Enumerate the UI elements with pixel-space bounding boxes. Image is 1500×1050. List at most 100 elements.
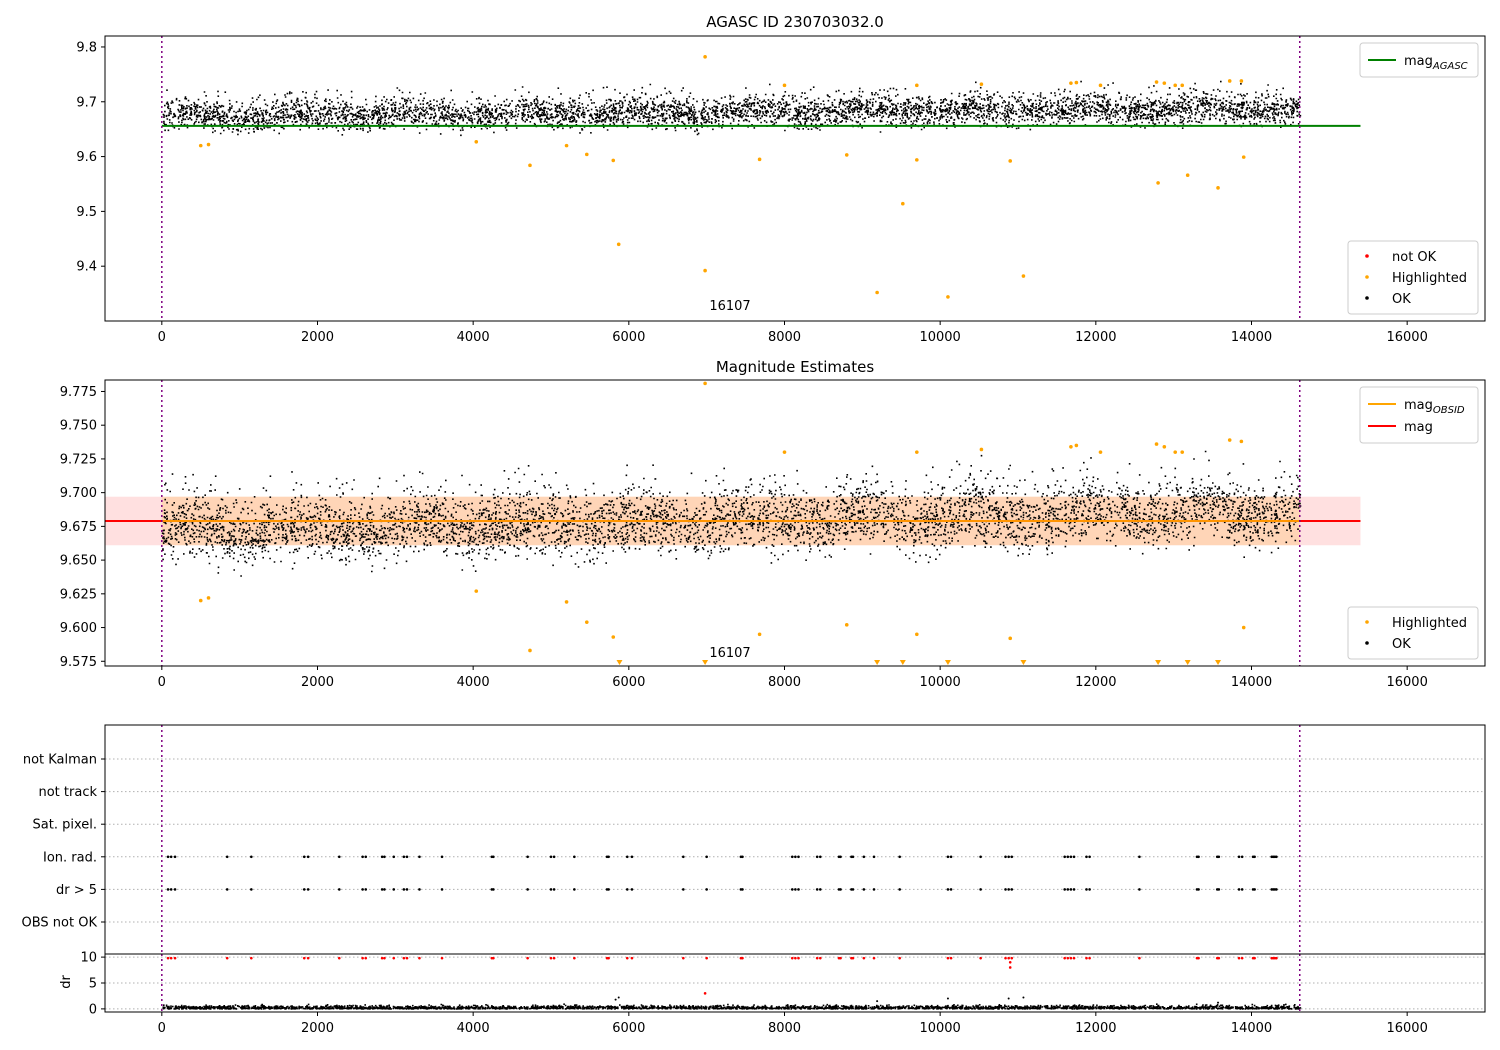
flag-point: [818, 888, 822, 891]
dr-not-ok-point: [1275, 956, 1278, 960]
dr-not-ok-point: [625, 956, 629, 960]
agasc-highlighted-point: [1074, 80, 1079, 85]
dr-x-tick-label: 8000: [768, 1021, 801, 1036]
magnitude-y-tick-label: 9.625: [60, 587, 97, 602]
magnitude-highlighted-point: [611, 635, 616, 639]
agasc-highlighted-point: [616, 242, 621, 247]
dr-not-ok-point: [1072, 956, 1076, 960]
magnitude-legend-line-label: mag: [1404, 420, 1433, 435]
agasc-legend-marker-swatch: [1365, 275, 1369, 279]
magnitude-highlighted-point: [979, 447, 984, 452]
flag-point: [630, 855, 634, 859]
magnitude-highlighted-point: [1074, 443, 1079, 448]
flag-point: [549, 855, 553, 859]
flag-label: not Kalman: [23, 753, 97, 768]
dr-not-ok-point: [361, 956, 364, 960]
agasc-legend-box: [1347, 240, 1479, 315]
dr-not-ok-point: [872, 956, 876, 960]
magnitude-below-range-marker: [1155, 660, 1162, 665]
dr-y-tick-label: 5: [89, 977, 97, 992]
dr-x-tick-label: 2000: [301, 1021, 334, 1036]
agasc-highlighted-point: [901, 201, 905, 206]
agasc-highlighted-point: [1008, 159, 1013, 163]
agasc-plot-area: 16107: [161, 36, 1361, 321]
flag-point: [872, 855, 876, 859]
magnitude-highlighted-point: [1239, 439, 1244, 444]
agasc-marker-legend: not OK Highlighted OK: [1347, 240, 1479, 315]
flag-label: OBS not OK: [22, 916, 98, 931]
dr-not-ok-point: [1066, 956, 1070, 960]
flag-point: [1275, 888, 1278, 891]
magnitude-x-tick-label: 14000: [1231, 675, 1272, 690]
flag-point: [405, 888, 409, 891]
dr-not-ok-point: [979, 956, 982, 960]
agasc-x-tick-label: 6000: [612, 330, 645, 345]
agasc-y-tick-label: 9.4: [76, 260, 97, 275]
agasc-highlighted-point: [206, 142, 211, 147]
dr-not-ok-point: [851, 956, 855, 960]
dr-not-ok-point: [1008, 966, 1012, 969]
flag-point: [250, 855, 253, 859]
flag-point: [361, 855, 364, 859]
dr-not-ok-point: [166, 956, 170, 960]
agasc-highlighted-point: [611, 158, 616, 163]
magnitude-legend-marker-swatch: [1365, 641, 1369, 645]
dr-not-ok-point: [818, 956, 822, 960]
agasc-x-tick-label: 0: [158, 330, 166, 345]
dr-ok-outlier: [946, 997, 949, 1000]
agasc-highlighted-point: [1180, 83, 1185, 88]
agasc-x-tick-label: 14000: [1231, 330, 1272, 345]
flag-point: [705, 888, 708, 891]
flags-panel: OBS not OK dr > 5 Ion. rad. Sat. pixel. not …: [22, 724, 1486, 955]
flag-point: [250, 888, 253, 891]
agasc-y-tick-label: 9.6: [76, 150, 97, 165]
agasc-panel: AGASC ID 230703032.0 16107 0 2000 4000 6000…: [76, 13, 1486, 345]
flag-point: [364, 855, 368, 859]
magnitude-highlighted-point: [1154, 442, 1159, 446]
agasc-highlighted-point: [528, 163, 532, 168]
flag-point: [1004, 888, 1007, 891]
magnitude-ok-points: [161, 450, 1302, 577]
dr-not-ok-point: [1063, 956, 1066, 960]
flag-point: [302, 855, 306, 859]
dr-y-tick-label: 10: [80, 951, 97, 966]
flag-point: [418, 888, 421, 891]
dr-axis-label: dr: [59, 975, 74, 989]
dr-not-ok-point: [418, 956, 421, 960]
dr-not-ok-point: [741, 956, 744, 960]
agasc-highlighted-point: [1241, 155, 1246, 159]
flag-point: [705, 855, 708, 859]
magnitude-y-tick-label: 9.700: [60, 486, 97, 501]
magnitude-highlighted-point: [844, 623, 849, 627]
dr-not-ok-point: [794, 956, 797, 960]
flag-point: [573, 888, 576, 891]
dr-not-ok-point: [392, 956, 396, 960]
flag-point: [418, 855, 421, 859]
agasc-highlighted-point: [946, 295, 950, 299]
dr-x-tick-label: 14000: [1231, 1021, 1272, 1036]
dr-not-ok-point: [1240, 956, 1244, 960]
flag-point: [1253, 855, 1256, 859]
agasc-highlighted-point: [703, 268, 707, 273]
agasc-highlighted-point: [782, 83, 787, 88]
dr-x-tick-label: 16000: [1386, 1021, 1427, 1036]
flag-point: [1217, 888, 1221, 891]
magnitude-observation-label: 16107: [709, 646, 750, 661]
dr-not-ok-point: [630, 956, 634, 960]
flag-point: [625, 888, 629, 891]
magnitude-x-tick-label: 2000: [301, 675, 334, 690]
flag-point: [380, 888, 384, 891]
flag-point: [1010, 855, 1014, 859]
dr-not-ok-point: [682, 956, 685, 960]
agasc-x-tick-label: 8000: [768, 330, 801, 345]
agasc-highlighted-point: [844, 153, 849, 157]
magnitude-legend-box: [1347, 606, 1479, 660]
flag-point: [1253, 888, 1256, 891]
magnitude-legend-box: [1359, 386, 1479, 444]
flag-point: [380, 855, 384, 859]
flag-point: [1072, 855, 1076, 859]
flag-point: [862, 855, 866, 859]
dr-not-ok-point: [1008, 960, 1012, 964]
magnitude-y-tick-label: 9.600: [60, 621, 97, 636]
magnitude-frame: [104, 379, 1486, 667]
